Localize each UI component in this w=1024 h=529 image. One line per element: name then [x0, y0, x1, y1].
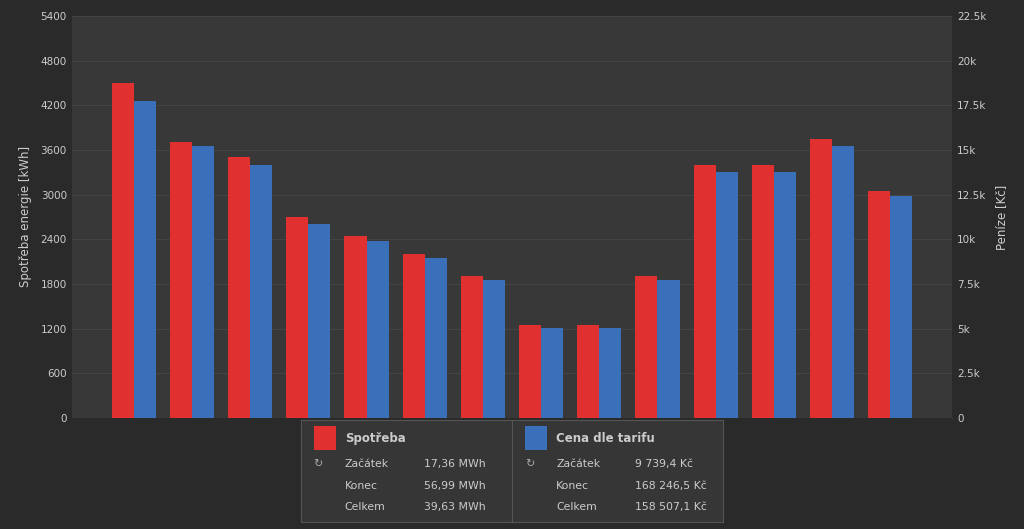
Text: Cena dle tarifu: Cena dle tarifu [556, 432, 654, 444]
Text: Začátek: Začátek [556, 460, 600, 469]
FancyBboxPatch shape [525, 426, 547, 450]
Bar [193, 146, 214, 418]
Bar [250, 165, 272, 418]
Text: Konec: Konec [345, 481, 378, 490]
Bar [833, 146, 854, 418]
Bar [112, 83, 134, 418]
Bar [890, 196, 912, 418]
Bar [367, 241, 389, 418]
Bar [134, 102, 156, 418]
Bar [716, 172, 737, 418]
Text: 158 507,1 Kč: 158 507,1 Kč [635, 502, 708, 512]
Bar [344, 235, 367, 418]
Text: Celkem: Celkem [556, 502, 597, 512]
Text: Celkem: Celkem [345, 502, 385, 512]
Bar [483, 280, 505, 418]
Text: Konec: Konec [556, 481, 589, 490]
Text: ↻: ↻ [313, 460, 323, 469]
Bar [578, 325, 599, 418]
Text: Spotřeba: Spotřeba [345, 432, 406, 444]
Bar [752, 165, 774, 418]
Bar [657, 280, 680, 418]
Bar [868, 191, 890, 418]
Bar [541, 328, 563, 418]
Text: Začátek: Začátek [345, 460, 389, 469]
Bar [425, 258, 446, 418]
Bar [402, 254, 425, 418]
Bar [599, 328, 622, 418]
Bar [287, 217, 308, 418]
Bar [228, 157, 250, 418]
Text: 168 246,5 Kč: 168 246,5 Kč [635, 481, 707, 490]
Text: 39,63 MWh: 39,63 MWh [424, 502, 485, 512]
Bar [774, 172, 796, 418]
Bar [308, 224, 331, 418]
Text: 9 739,4 Kč: 9 739,4 Kč [635, 460, 693, 469]
Y-axis label: Spotřeba energie [kWh]: Spotřeba energie [kWh] [19, 147, 32, 287]
Bar [810, 139, 833, 418]
Text: 17,36 MWh: 17,36 MWh [424, 460, 485, 469]
Text: ↻: ↻ [525, 460, 535, 469]
Bar [693, 165, 716, 418]
Bar [635, 277, 657, 418]
Bar [170, 142, 193, 418]
Bar [461, 277, 483, 418]
FancyBboxPatch shape [301, 420, 723, 522]
Text: 56,99 MWh: 56,99 MWh [424, 481, 485, 490]
FancyBboxPatch shape [314, 426, 336, 450]
Bar [519, 325, 541, 418]
Y-axis label: Peníze [Kč]: Peníze [Kč] [995, 184, 1008, 250]
